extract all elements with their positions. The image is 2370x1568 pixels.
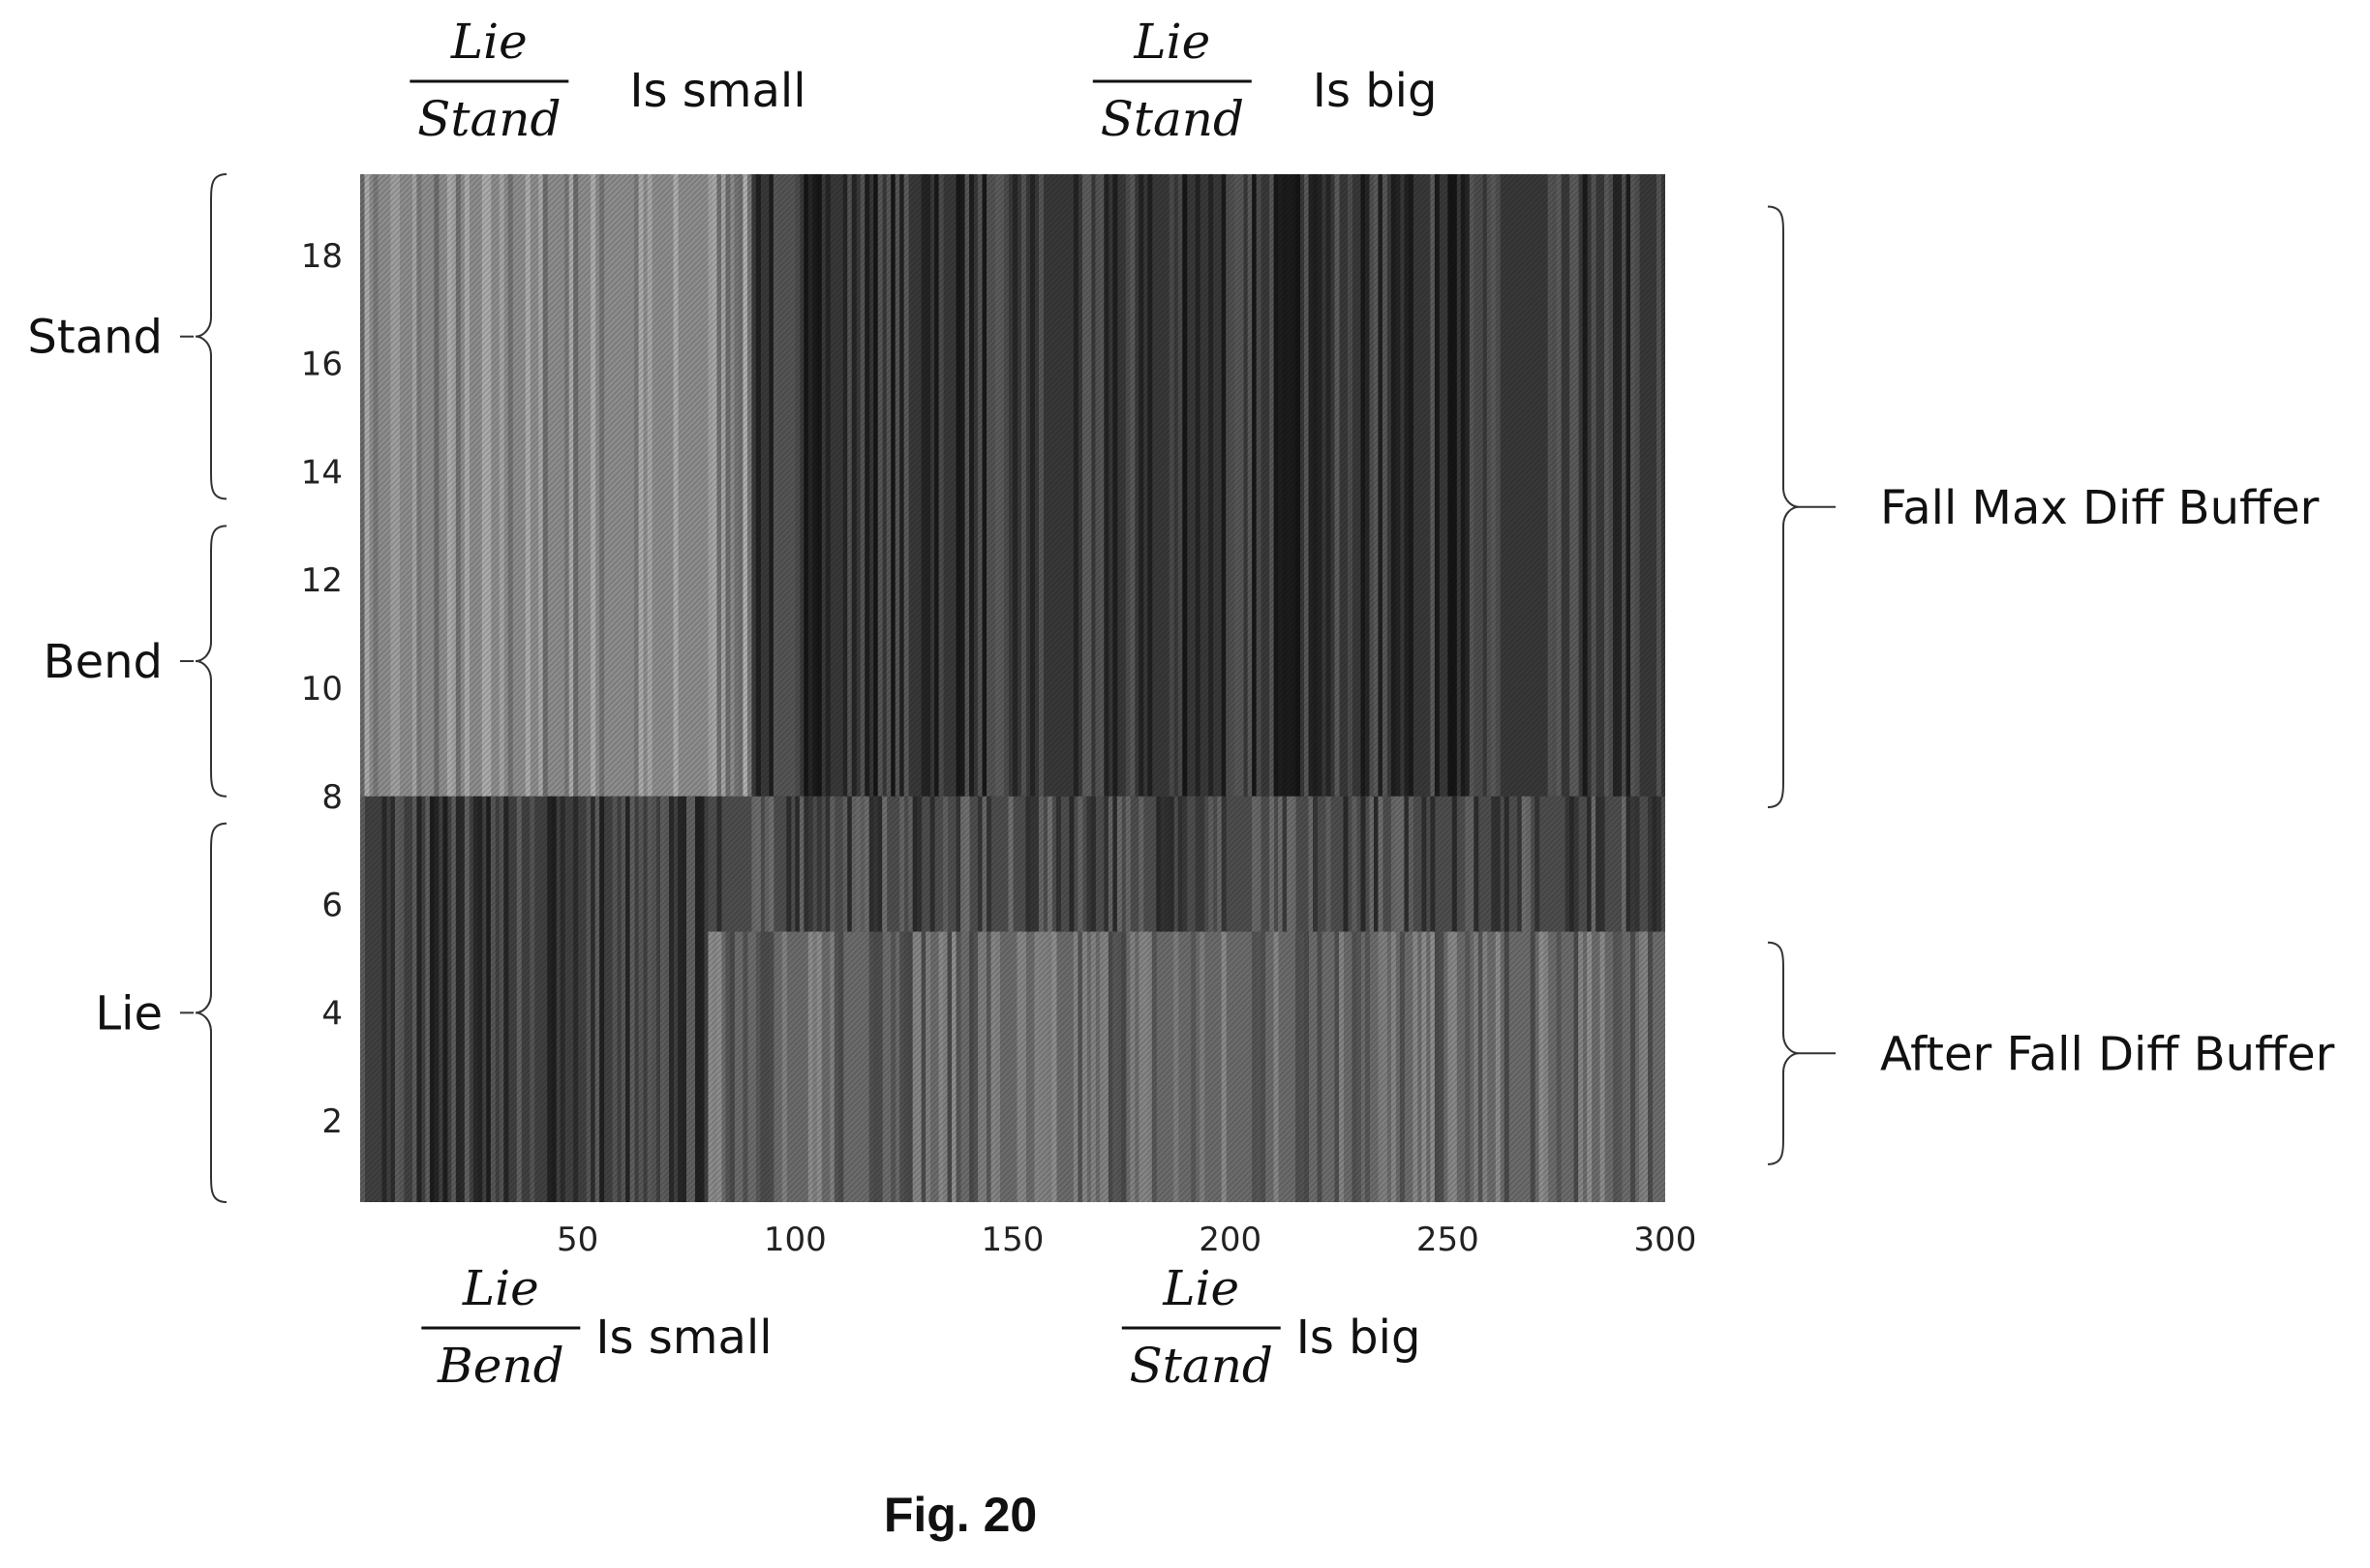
annotation-text: Is big [1313,64,1438,118]
left-group-brackets: Stand Bend Lie [27,173,228,1203]
y-tick-label: 6 [321,887,343,925]
x-tick-label: 300 [1634,1221,1697,1259]
y-tick-label: 18 [301,237,343,276]
x-tick-label: 100 [764,1221,827,1259]
y-tick-label: 8 [321,778,343,817]
y-tick-label: 4 [321,994,343,1033]
heatmap [360,174,1665,1202]
y-tick-label: 10 [301,670,343,709]
fraction-denominator: Stand [1130,1338,1273,1394]
right-group-label: After Fall Diff Buffer [1880,1027,2335,1081]
right-bracket [1767,205,1800,808]
left-group-label: Bend [44,635,163,689]
fraction-denominator: Bend [437,1338,564,1394]
figure-label: Fig. 20 [884,1488,1037,1542]
y-tick-label: 14 [301,453,343,492]
fraction-numerator: Lie [1133,14,1210,70]
fraction-denominator: Stand [417,91,561,147]
heatmap-texture [360,174,1665,1202]
bottom-annotations: Lie Bend Is small Lie Stand Is big [421,1260,1420,1394]
fraction-numerator: Lie [462,1260,539,1316]
y-axis-ticks: 2 4 6 8 10 12 14 16 18 [301,237,343,1141]
y-tick-label: 2 [321,1102,343,1141]
x-tick-label: 50 [557,1221,598,1259]
right-group-brackets: Fall Max Diff Buffer After Fall Diff Buff… [1767,205,2335,1165]
left-bracket [195,525,228,798]
left-bracket [195,173,228,500]
x-tick-label: 250 [1416,1221,1479,1259]
annotation-text: Is small [595,1311,772,1365]
left-group-label: Stand [27,311,163,365]
annotation-text: Is big [1296,1311,1421,1365]
y-tick-label: 12 [301,561,343,600]
annotation-text: Is small [629,64,805,118]
fraction-denominator: Stand [1101,91,1244,147]
top-annotations: Lie Stand Is small Lie Stand Is big [410,14,1437,147]
right-group-label: Fall Max Diff Buffer [1880,481,2320,535]
left-bracket [195,822,228,1203]
x-tick-label: 150 [982,1221,1045,1259]
fraction-numerator: Lie [450,14,528,70]
x-axis-ticks: 50 100 150 200 250 300 [557,1221,1696,1259]
left-group-label: Lie [95,986,163,1040]
right-bracket [1767,941,1800,1165]
y-tick-label: 16 [301,346,343,384]
x-tick-label: 200 [1199,1221,1261,1259]
fraction-numerator: Lie [1162,1260,1239,1316]
